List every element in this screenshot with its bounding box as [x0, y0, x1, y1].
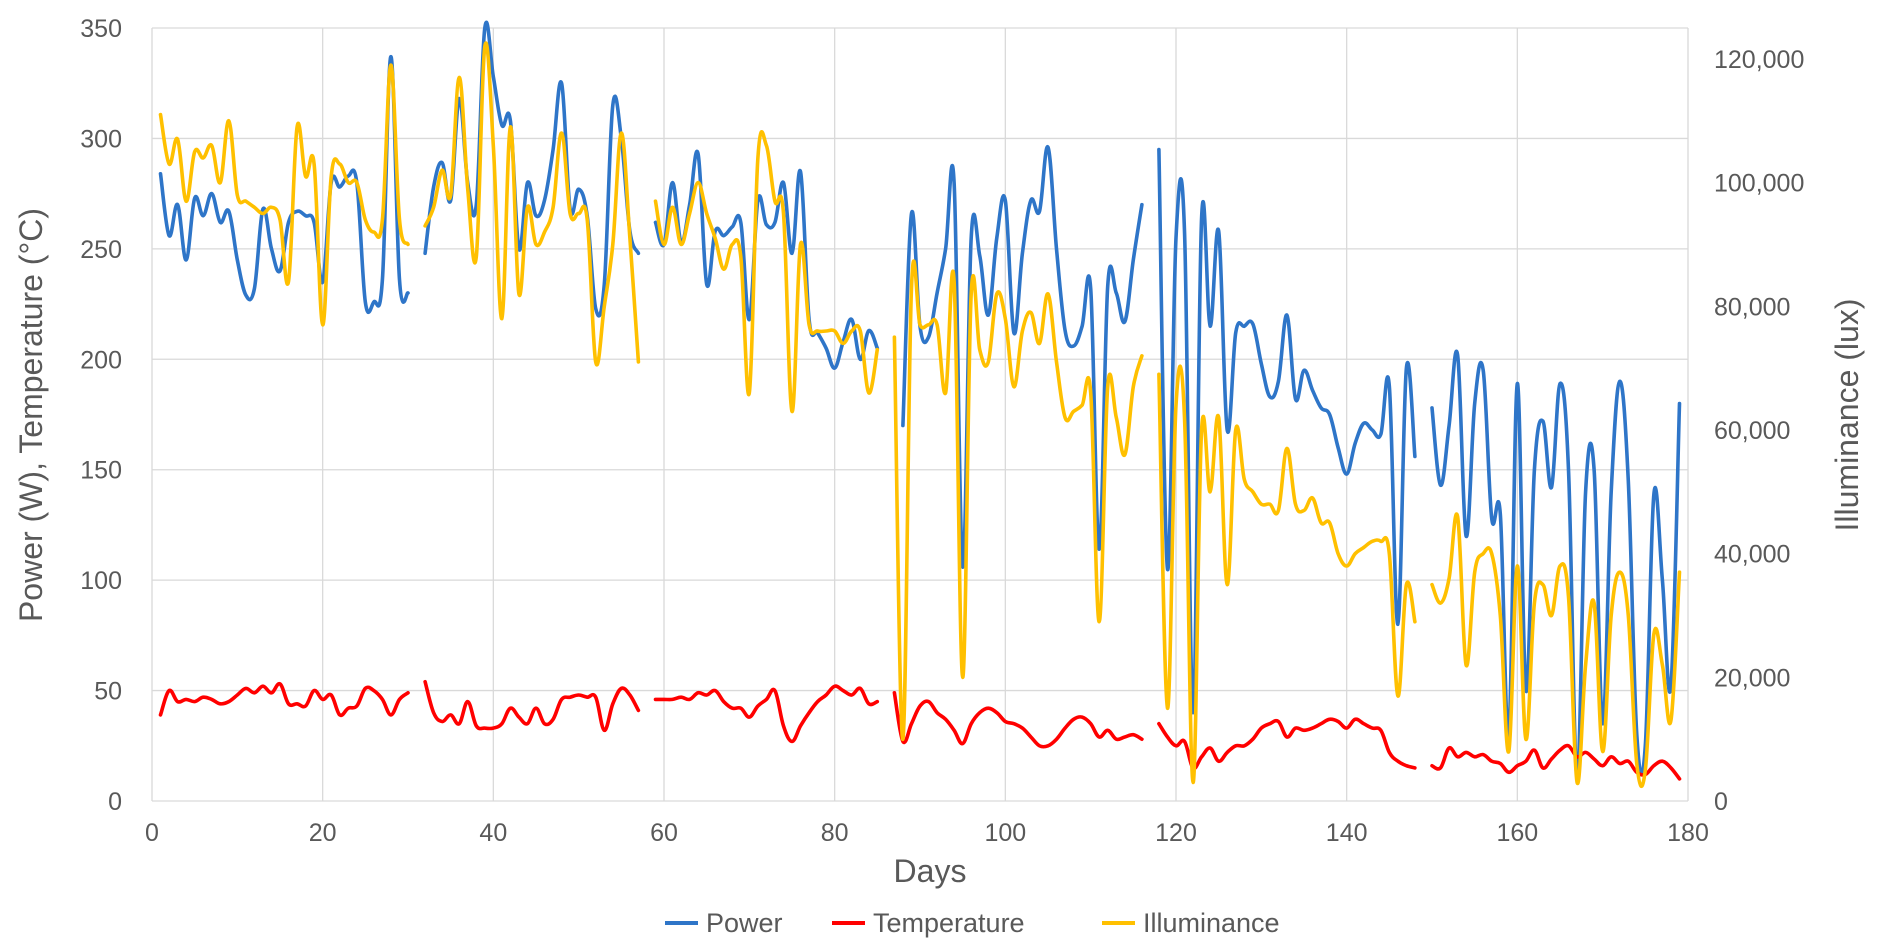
series-line-illuminance [423, 41, 641, 367]
y-tick-label: 300 [80, 125, 122, 153]
y-tick-label: 150 [80, 457, 122, 485]
left-axis-ticks: 0 50 100 150 200 250 300 350 [80, 15, 122, 816]
y-tick-label: 0 [108, 788, 122, 816]
x-tick-label: 20 [309, 819, 337, 847]
series-line-illuminance [1430, 512, 1682, 788]
x-tick-label: 0 [145, 819, 159, 847]
series-line-illuminance [892, 259, 1144, 742]
series-line-power [901, 145, 1144, 569]
y-right-tick-label: 40,000 [1714, 541, 1790, 569]
y-tick-label: 250 [80, 236, 122, 264]
series-line-illuminance [1157, 364, 1417, 785]
series-line-power [653, 149, 880, 370]
y-right-tick-label: 20,000 [1714, 664, 1790, 692]
y-right-tick-label: 120,000 [1714, 46, 1804, 74]
y-tick-label: 50 [94, 678, 122, 706]
series-line-temperature [653, 684, 880, 744]
series-temperature [158, 679, 1682, 781]
x-axis-title: Days [894, 853, 967, 889]
x-tick-label: 40 [479, 819, 507, 847]
x-tick-label: 80 [821, 819, 849, 847]
x-tick-label: 100 [984, 819, 1026, 847]
series-illuminance [158, 41, 1682, 788]
x-tick-label: 180 [1667, 819, 1709, 847]
x-tick-label: 140 [1326, 819, 1368, 847]
series-layer [158, 20, 1682, 788]
series-power [158, 20, 1682, 781]
y-tick-label: 350 [80, 15, 122, 43]
grid-lines [151, 27, 1689, 802]
x-tick-label: 60 [650, 819, 678, 847]
series-line-power [1430, 349, 1682, 781]
series-line-illuminance [653, 130, 880, 414]
y-right-tick-label: 60,000 [1714, 417, 1790, 445]
series-line-temperature [423, 679, 641, 733]
y-right-tick-label: 0 [1714, 788, 1728, 816]
series-line-power [423, 20, 641, 318]
y-tick-label: 200 [80, 346, 122, 374]
y-axis-right-title: Illuminance (lux) [1829, 299, 1865, 532]
series-line-temperature [892, 691, 1144, 749]
y-right-tick-label: 100,000 [1714, 170, 1804, 198]
x-tick-label: 120 [1155, 819, 1197, 847]
series-line-power [158, 54, 410, 315]
series-line-illuminance [158, 63, 410, 327]
series-line-temperature [158, 681, 410, 718]
x-axis-ticks: 0 20 40 60 80 100 120 140 160 180 [145, 819, 1709, 847]
series-line-power [1157, 147, 1417, 715]
legend: Power Temperature Illuminance [665, 908, 1280, 938]
y-right-tick-label: 80,000 [1714, 293, 1790, 321]
y-tick-label: 100 [80, 567, 122, 595]
right-axis-ticks: 0 20,000 40,000 60,000 80,000 100,000 120,000 [1714, 46, 1804, 816]
x-tick-label: 160 [1496, 819, 1538, 847]
legend-label-power: Power [706, 908, 783, 938]
series-line-temperature [1157, 717, 1417, 771]
legend-label-illuminance: Illuminance [1143, 908, 1280, 938]
legend-label-temperature: Temperature [873, 908, 1025, 938]
y-axis-title: Power (W), Temperature (°C) [13, 208, 49, 622]
